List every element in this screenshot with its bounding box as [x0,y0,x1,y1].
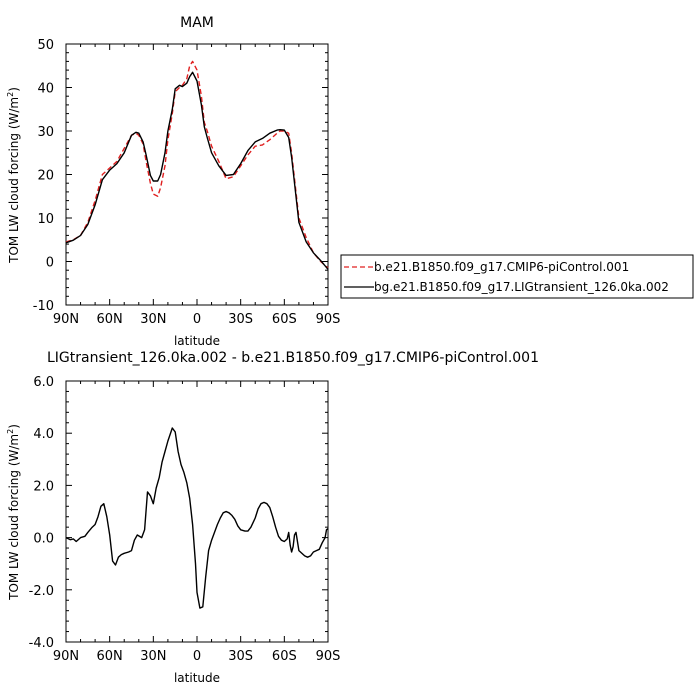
bottom-y-tick-label: 0.0 [33,532,54,547]
top-y-tick-label: 40 [37,82,54,97]
bottom-series-line-0 [65,427,329,609]
top-panel-title: MAM [180,15,214,31]
bottom-y-axis-label: TOM LW cloud forcing (W/m2) [6,424,21,601]
top-x-tick-label: 0 [193,312,201,327]
legend-label-picontrol: b.e21.B1850.f09_g17.CMIP6-piControl.001 [374,260,629,274]
bottom-panel-title: LIGtransient_126.0ka.002 - b.e21.B1850.f… [47,350,539,366]
bottom-series-group [65,427,329,609]
top-x-tick-label: 90N [53,312,79,327]
bottom-x-tick-label: 60N [97,649,123,664]
legend: b.e21.B1850.f09_g17.CMIP6-piControl.001 … [340,254,694,299]
top-y-axis-label: TOM LW cloud forcing (W/m2) [6,87,21,264]
bottom-x-tick-label: 90N [53,649,79,664]
bottom-x-tick-label: 60S [272,649,297,664]
top-y-tick-label: 50 [37,38,54,53]
legend-label-ligtransient: bg.e21.B1850.f09_g17.LIGtransient_126.0k… [374,280,669,294]
bottom-y-tick-label: 4.0 [33,427,54,442]
bottom-x-tick-label: 0 [193,649,201,664]
top-series-line-1 [65,71,329,270]
bottom-x-tick-label: 30N [140,649,166,664]
top-y-tick-label: 10 [37,212,54,227]
bottom-y-tick-label: 6.0 [33,375,54,390]
bottom-y-tick-label: -4.0 [29,636,54,651]
top-y-tick-label: 20 [37,169,54,184]
bottom-y-tick-label: 2.0 [33,479,54,494]
bottom-y-tick-label: -2.0 [29,584,54,599]
top-y-tick-label: 0 [46,256,54,271]
top-x-axis-label: latitude [174,334,220,348]
top-x-tick-label: 60S [272,312,297,327]
legend-item-picontrol: b.e21.B1850.f09_g17.CMIP6-piControl.001 [344,260,629,274]
top-series-group [65,60,329,270]
bottom-x-axis-label: latitude [174,671,220,685]
top-panel: MAM 90N 60N 30N 0 30S 60S 90S -10 0 10 20 30 40 50 la… [6,15,340,348]
top-x-tick-label: 60N [97,312,123,327]
bottom-axis-ticks: 90N 60N 30N 0 30S 60S 90S -4.0 -2.0 0.0 2.0 4.0 6.0 [29,375,341,664]
bottom-panel: LIGtransient_126.0ka.002 - b.e21.B1850.f… [6,350,539,685]
bottom-x-tick-label: 30S [228,649,253,664]
legend-item-ligtransient: bg.e21.B1850.f09_g17.LIGtransient_126.0k… [344,280,669,294]
top-axis-ticks: 90N 60N 30N 0 30S 60S 90S -10 0 10 20 30 40 50 [33,38,341,327]
top-x-tick-label: 30N [140,312,166,327]
top-series-line-0 [65,60,329,269]
top-y-tick-label: 30 [37,125,54,140]
top-x-tick-label: 30S [228,312,253,327]
top-x-tick-label: 90S [316,312,341,327]
legend-box [340,254,694,299]
top-y-tick-label: -10 [33,299,54,314]
bottom-x-tick-label: 90S [316,649,341,664]
